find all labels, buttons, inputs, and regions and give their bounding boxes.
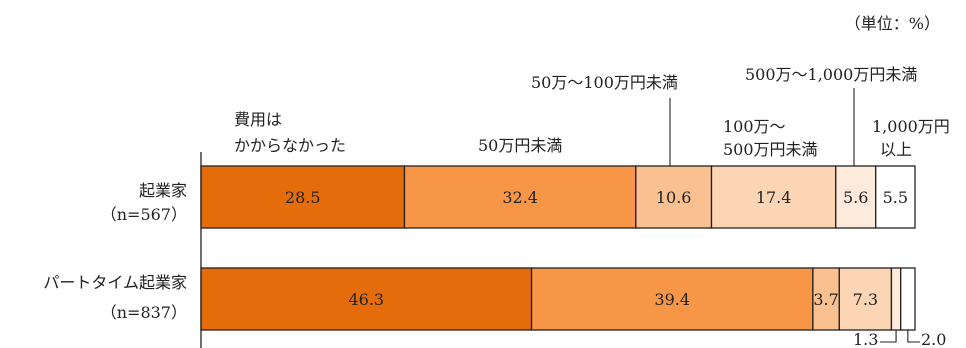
leader-line bbox=[907, 330, 920, 343]
category-label: 起業家 bbox=[139, 181, 187, 200]
series-label: かからなかった bbox=[234, 136, 346, 155]
data-label: 32.4 bbox=[502, 188, 538, 207]
series-label: 100万～ bbox=[723, 117, 786, 136]
series-label: 50万円未満 bbox=[478, 136, 562, 155]
data-label: 3.7 bbox=[813, 290, 838, 309]
bars-layer bbox=[200, 165, 916, 331]
bar-segment bbox=[812, 267, 840, 331]
bar-segment bbox=[900, 267, 916, 331]
unit-label: （単位：%） bbox=[845, 14, 940, 33]
bar-segment bbox=[530, 267, 814, 331]
data-label: 39.4 bbox=[654, 290, 690, 309]
category-label: （n=567） bbox=[101, 205, 187, 224]
data-label: 1.3 bbox=[853, 330, 878, 348]
series-label: 1,000万円 bbox=[872, 117, 950, 136]
bar-segment bbox=[635, 165, 713, 229]
series-label: 500万円未満 bbox=[723, 140, 818, 159]
data-label: 7.3 bbox=[853, 290, 878, 309]
bar-segment bbox=[890, 267, 902, 331]
series-label: 500万～1,000万円未満 bbox=[745, 65, 917, 84]
series-label: 以上 bbox=[880, 140, 912, 159]
leader-line bbox=[880, 330, 897, 343]
data-label: 2.0 bbox=[921, 330, 946, 348]
data-label: 46.3 bbox=[348, 290, 384, 309]
bar-segment bbox=[403, 165, 637, 229]
data-label: 5.5 bbox=[883, 188, 908, 207]
series-label: 費用は bbox=[234, 110, 282, 129]
category-label: パートタイム起業家 bbox=[43, 273, 187, 292]
labels-layer: 28.5 32.4 10.6 17.4 5.6 5.5 46.3 39.4 3.7 7.3 起業家 （… bbox=[43, 65, 950, 348]
data-label: 17.4 bbox=[756, 188, 792, 207]
bar-segment bbox=[875, 165, 916, 229]
bar-segment bbox=[838, 267, 893, 331]
series-label: 50万～100万円未満 bbox=[531, 73, 678, 92]
data-label: 28.5 bbox=[285, 188, 321, 207]
category-label: （n=837） bbox=[101, 303, 187, 322]
data-label: 10.6 bbox=[656, 188, 692, 207]
data-label: 5.6 bbox=[843, 188, 868, 207]
